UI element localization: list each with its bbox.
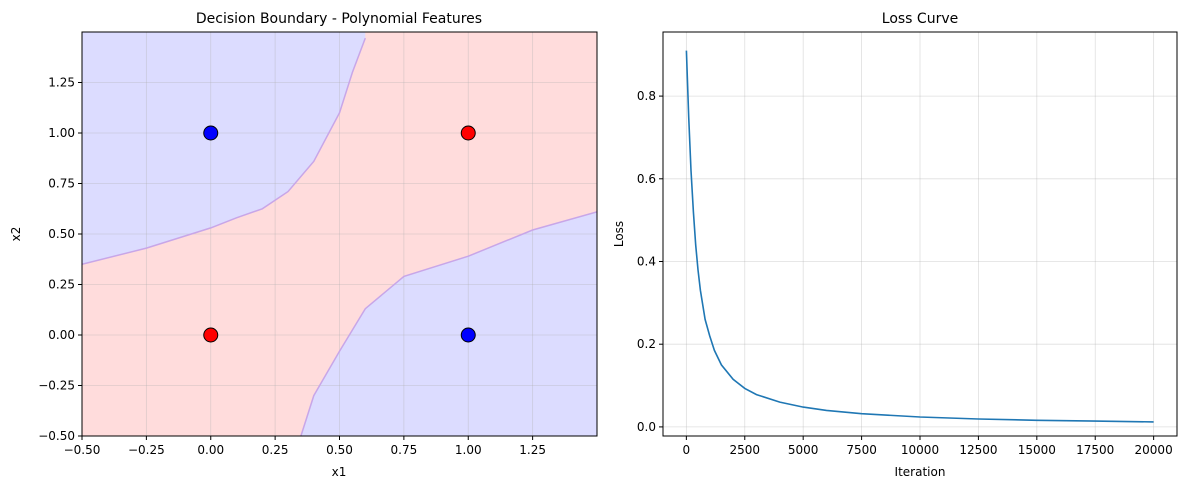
y-axis-ticks: −0.50 −0.25 0.00 0.25 0.50 0.75 1.00 1.25 — [38, 76, 82, 443]
y-tick-label: 0.4 — [637, 254, 656, 268]
y-tick-label: 1.00 — [48, 126, 75, 140]
x-tick-label: 20000 — [1135, 443, 1173, 457]
x-tick-label: 12500 — [959, 443, 997, 457]
x-tick-label: 0.75 — [391, 443, 418, 457]
class0-point — [460, 327, 476, 343]
y-tick-label: 1.25 — [48, 76, 75, 90]
x-tick-label: 0.25 — [262, 443, 289, 457]
x-tick-label: 0.50 — [326, 443, 353, 457]
loss-curve-plot: 0 2500 5000 7500 10000 12500 15000 17500 20000 0… — [612, 11, 1178, 479]
boundary-lower — [300, 211, 597, 436]
x-tick-label: 1.00 — [455, 443, 482, 457]
x-tick-label: 0.00 — [197, 443, 224, 457]
x-axis-label: Iteration — [895, 465, 946, 479]
class0-region-top-left — [82, 32, 366, 265]
y-axis-ticks: 0.0 0.2 0.4 0.6 0.8 — [637, 89, 663, 434]
y-tick-label: 0.75 — [48, 177, 75, 191]
boundary-upper — [82, 37, 367, 266]
class1-point — [203, 327, 219, 343]
y-tick-label: 0.0 — [637, 420, 656, 434]
loss-series — [685, 50, 1154, 423]
class0-point — [203, 125, 219, 141]
x-tick-label: 2500 — [729, 443, 760, 457]
y-tick-label: −0.50 — [38, 429, 75, 443]
chart-title: Loss Curve — [882, 11, 958, 27]
x-tick-label: 17500 — [1076, 443, 1114, 457]
x-tick-label: 7500 — [846, 443, 877, 457]
x-tick-label: −0.25 — [128, 443, 165, 457]
y-tick-label: 0.50 — [48, 227, 75, 241]
data-points — [203, 125, 476, 343]
x-axis-label: x1 — [332, 465, 347, 479]
y-tick-label: 0.8 — [637, 89, 656, 103]
x-tick-label: 1.25 — [519, 443, 546, 457]
y-tick-label: 0.6 — [637, 172, 656, 186]
y-tick-label: 0.00 — [48, 328, 75, 342]
loss-line — [685, 50, 1154, 423]
plot-background — [663, 32, 1177, 436]
x-tick-label: 15000 — [1018, 443, 1056, 457]
chart-title: Decision Boundary - Polynomial Features — [196, 11, 482, 27]
class0-region-bottom-right — [300, 211, 597, 436]
y-tick-label: 0.2 — [637, 337, 656, 351]
x-tick-label: −0.50 — [64, 443, 101, 457]
gridlines — [663, 32, 1177, 436]
x-tick-label: 10000 — [901, 443, 939, 457]
decision-boundary — [82, 37, 597, 436]
y-tick-label: −0.25 — [38, 379, 75, 393]
x-axis-ticks: 0 2500 5000 7500 10000 12500 15000 17500 20000 — [683, 436, 1173, 457]
class0-regions — [82, 32, 597, 436]
x-tick-label: 0 — [683, 443, 691, 457]
class1-point — [460, 125, 476, 141]
x-axis-ticks: −0.50 −0.25 0.00 0.25 0.50 0.75 1.00 1.25 — [64, 436, 546, 457]
gridlines — [82, 32, 597, 436]
y-axis-label: x2 — [9, 227, 23, 242]
y-axis-label: Loss — [612, 221, 626, 247]
x-tick-label: 5000 — [788, 443, 819, 457]
y-tick-label: 0.25 — [48, 278, 75, 292]
decision-boundary-plot: −0.50 −0.25 0.00 0.25 0.50 0.75 1.00 1.25 −0.50… — [9, 11, 598, 479]
